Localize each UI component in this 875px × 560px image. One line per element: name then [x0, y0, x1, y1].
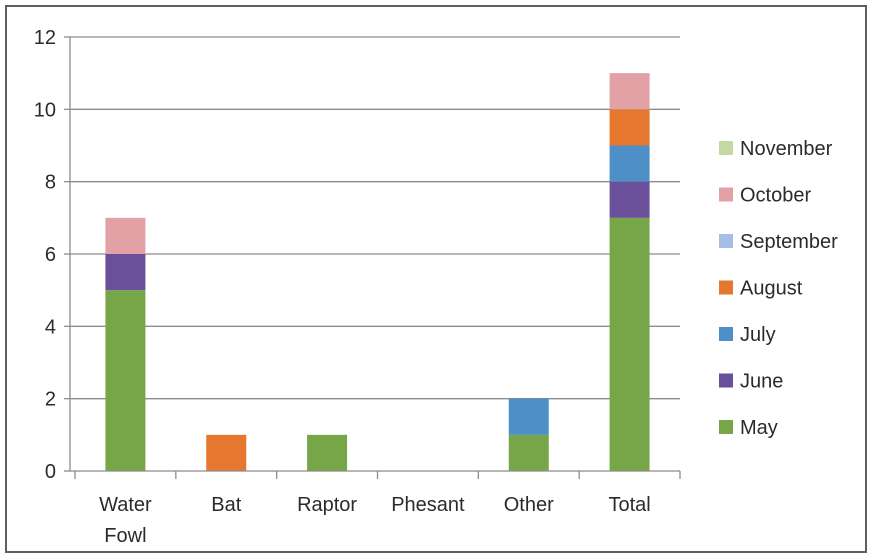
legend-label-july: July: [740, 324, 776, 346]
y-tick-label: 8: [45, 172, 56, 194]
y-tick-label: 4: [45, 316, 56, 338]
bar-segment-june: [609, 181, 650, 218]
x-tick-label: Raptor: [297, 494, 357, 516]
legend-swatch-november: [719, 141, 733, 155]
bars: [105, 73, 650, 471]
legend-swatch-june: [719, 373, 733, 388]
legend-swatch-august: [719, 280, 733, 295]
chart-frame: [5, 5, 867, 553]
y-tick-label: 0: [45, 461, 56, 483]
x-tick-label: Other: [504, 494, 554, 516]
bar-segment-may: [609, 217, 650, 471]
legend-label-september: September: [740, 231, 838, 253]
legend-label-october: October: [740, 185, 811, 207]
bar-segment-july: [508, 398, 549, 435]
gridlines: [70, 36, 680, 400]
bar-segment-august: [609, 109, 650, 146]
x-tick-label: Phesant: [391, 494, 465, 516]
legend-label-november: November: [740, 138, 833, 160]
bar-segment-june: [105, 254, 146, 291]
legend-label-august: August: [740, 278, 803, 300]
legend-swatch-october: [719, 187, 733, 202]
y-tick-label: 6: [45, 244, 56, 266]
bar-segment-october: [609, 73, 650, 110]
x-tick-label: Bat: [211, 494, 241, 516]
bar-segment-may: [105, 290, 146, 471]
bar-segment-may: [307, 434, 348, 471]
legend-swatch-may: [719, 420, 733, 434]
bar-segment-may: [508, 434, 549, 471]
bar-segment-july: [609, 145, 650, 182]
x-tick-label: Water Fowl: [99, 494, 152, 547]
legend-swatch-july: [719, 327, 733, 341]
legend-label-may: May: [740, 417, 778, 439]
y-tick-label: 12: [34, 27, 56, 49]
x-tick-label: Total: [608, 494, 650, 516]
legend: November October September August July June Ma…: [719, 138, 838, 439]
legend-swatch-september: [719, 234, 733, 248]
legend-label-june: June: [740, 371, 783, 393]
bar-segment-august: [206, 434, 247, 471]
y-axis-ticks: 0 2 4 6 8 10 12: [34, 27, 70, 483]
x-axis-ticks: Water Fowl Bat Raptor Phesant Other Total: [74, 471, 681, 547]
bar-segment-october: [105, 217, 146, 254]
y-tick-label: 10: [34, 99, 56, 121]
y-tick-label: 2: [45, 389, 56, 411]
